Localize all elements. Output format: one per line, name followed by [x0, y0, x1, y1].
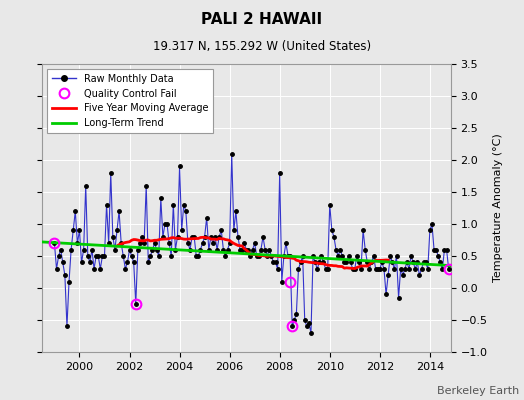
Text: PALI 2 HAWAII: PALI 2 HAWAII [201, 12, 323, 27]
Text: Berkeley Earth: Berkeley Earth [436, 386, 519, 396]
Text: 19.317 N, 155.292 W (United States): 19.317 N, 155.292 W (United States) [153, 40, 371, 53]
Y-axis label: Temperature Anomaly (°C): Temperature Anomaly (°C) [493, 134, 503, 282]
Legend: Raw Monthly Data, Quality Control Fail, Five Year Moving Average, Long-Term Tren: Raw Monthly Data, Quality Control Fail, … [47, 69, 213, 133]
